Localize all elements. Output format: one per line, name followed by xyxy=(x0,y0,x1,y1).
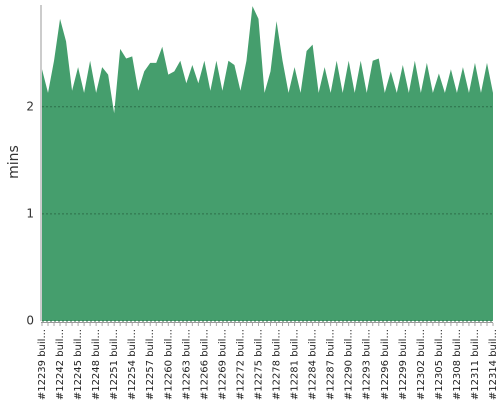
x-tick-label: #12254 buil... xyxy=(127,329,138,400)
x-tick-label: #12296 buil... xyxy=(380,329,391,400)
y-axis-label: mins xyxy=(6,145,22,179)
x-tick-label: #12278 buil... xyxy=(272,329,283,400)
x-tick-label: #12290 buil... xyxy=(344,329,355,400)
x-tick-label: #12302 buil... xyxy=(416,329,427,400)
x-tick-label: #12272 buil... xyxy=(235,329,246,400)
x-tick-label: #12308 buil... xyxy=(452,329,463,400)
x-tick-label: #12266 buil... xyxy=(199,329,210,400)
x-tick-label: #12257 buil... xyxy=(145,329,156,400)
x-tick-label: #12314 buil... xyxy=(488,329,499,400)
y-tick-label: 2 xyxy=(26,99,34,113)
x-tick-label: #12245 buil... xyxy=(73,329,84,400)
y-tick-label: 0 xyxy=(26,314,34,328)
x-tick-label: #12281 buil... xyxy=(290,329,301,400)
x-tick-label: #12242 buil... xyxy=(55,329,66,400)
x-tick-label: #12305 buil... xyxy=(434,329,445,400)
x-tick-label: #12260 buil... xyxy=(163,329,174,400)
x-tick-label: #12251 buil... xyxy=(109,329,120,400)
x-tick-label: #12299 buil... xyxy=(398,329,409,400)
x-tick-label: #12248 buil... xyxy=(91,329,102,400)
x-tick-label: #12311 buil... xyxy=(470,329,481,400)
x-tick-label: #12263 buil... xyxy=(181,329,192,400)
y-tick-label: 1 xyxy=(26,206,34,220)
x-tick-label: #12269 buil... xyxy=(217,329,228,400)
x-tick-label: #12293 buil... xyxy=(362,329,373,400)
x-tick-label: #12239 buil... xyxy=(37,329,48,400)
x-tick-label: #12287 buil... xyxy=(326,329,337,400)
x-tick-label: #12284 buil... xyxy=(308,329,319,400)
area xyxy=(42,6,493,321)
x-tick-label: #12275 buil... xyxy=(253,329,264,400)
